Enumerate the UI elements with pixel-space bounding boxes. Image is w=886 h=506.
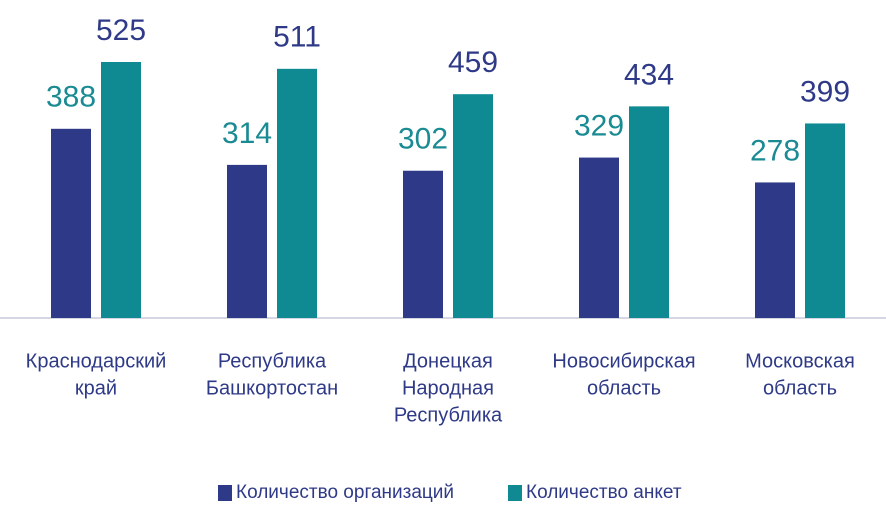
- bar: [579, 157, 619, 318]
- legend-label: Количество анкет: [526, 482, 682, 503]
- bar: [453, 94, 493, 318]
- value-label: 434: [624, 58, 674, 91]
- bar: [51, 128, 91, 318]
- bar: [101, 62, 141, 318]
- x-tick-label: Краснодарский: [26, 350, 167, 372]
- value-label: 314: [222, 117, 272, 150]
- bar: [277, 68, 317, 319]
- value-label: 278: [750, 134, 800, 167]
- value-label: 388: [46, 81, 96, 114]
- legend-label: Количество организаций: [236, 482, 454, 503]
- legend-swatch: [508, 485, 522, 501]
- value-label: 511: [273, 21, 321, 54]
- x-tick-label: область: [587, 377, 661, 399]
- x-tick-label: Новосибирская: [552, 350, 695, 372]
- bar: [755, 182, 795, 318]
- x-tick-label: Республика: [218, 350, 327, 372]
- x-tick-label: Республика: [394, 404, 503, 426]
- x-tick-label: Башкортостан: [206, 377, 338, 399]
- x-tick-label: Московская: [745, 350, 855, 372]
- value-label: 459: [448, 46, 498, 79]
- bar: [403, 170, 443, 318]
- x-tick-label: Народная: [402, 377, 494, 399]
- legend-swatch: [218, 485, 232, 501]
- x-tick-label: область: [763, 377, 837, 399]
- bar: [629, 106, 669, 318]
- value-label: 399: [800, 75, 850, 108]
- value-label: 302: [398, 123, 448, 156]
- value-label: 525: [96, 14, 146, 47]
- bar: [805, 123, 845, 318]
- bar: [227, 164, 267, 318]
- x-tick-label: край: [75, 377, 117, 399]
- value-label: 329: [574, 109, 624, 142]
- x-tick-label: Донецкая: [403, 350, 493, 372]
